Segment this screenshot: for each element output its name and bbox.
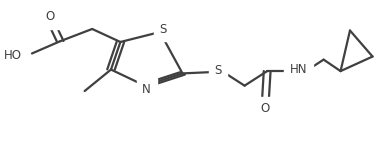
Text: O: O — [260, 102, 269, 115]
Text: S: S — [159, 23, 166, 36]
Text: S: S — [215, 64, 222, 77]
Text: O: O — [46, 10, 54, 23]
Text: HO: HO — [4, 49, 21, 61]
Text: N: N — [142, 83, 151, 96]
Text: HN: HN — [290, 63, 307, 76]
